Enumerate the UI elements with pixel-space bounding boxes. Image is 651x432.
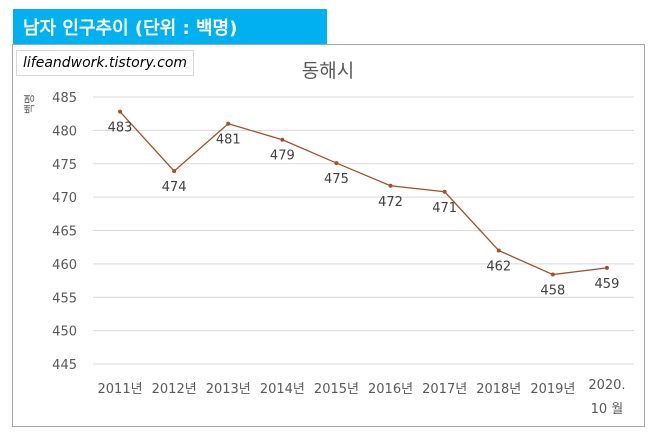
data-label: 479 bbox=[270, 149, 295, 164]
x-axis-ticks: 2011년 2012년 2013년 2014년 2015년 2016년 2017년 2018년… bbox=[98, 378, 626, 417]
x-tick-label: 2018년 bbox=[476, 382, 521, 397]
y-tick-label: 450 bbox=[52, 325, 77, 340]
data-point bbox=[118, 109, 123, 114]
y-tick-label: 445 bbox=[52, 358, 77, 373]
data-point bbox=[280, 137, 285, 142]
x-tick-label: 2016년 bbox=[368, 382, 413, 397]
x-tick-label: 2012년 bbox=[152, 382, 197, 397]
watermark-text: lifeandwork.tistory.com bbox=[23, 55, 188, 71]
series-polyline bbox=[119, 111, 608, 276]
data-point bbox=[496, 248, 501, 253]
data-label: 475 bbox=[324, 172, 349, 187]
data-point bbox=[226, 121, 231, 126]
data-label: 474 bbox=[162, 180, 187, 195]
data-label: 481 bbox=[216, 133, 241, 148]
y-tick-label: 475 bbox=[52, 158, 77, 173]
x-tick-label: 2017년 bbox=[422, 382, 467, 397]
x-tick-label: 2019년 bbox=[530, 382, 575, 397]
data-point bbox=[388, 183, 393, 188]
y-tick-label: 480 bbox=[52, 124, 77, 139]
y-tick-label: 485 bbox=[52, 91, 77, 106]
data-label: 472 bbox=[378, 195, 403, 210]
chart-frame bbox=[12, 44, 645, 427]
data-point bbox=[334, 161, 339, 166]
data-point bbox=[604, 265, 609, 270]
data-points bbox=[118, 109, 609, 277]
data-point bbox=[172, 169, 177, 174]
x-tick-label: 2020. 10 월 bbox=[588, 378, 625, 417]
y-tick-label: 460 bbox=[52, 258, 77, 273]
data-label: 471 bbox=[432, 201, 457, 216]
y-tick-label: 455 bbox=[52, 291, 77, 306]
data-labels: 483 474 481 479 475 472 471 462 458 459 bbox=[108, 121, 620, 299]
watermark: lifeandwork.tistory.com bbox=[16, 50, 195, 76]
chart-title: 동해시 bbox=[302, 60, 354, 82]
series-line bbox=[119, 111, 608, 276]
x-tick-label: 2014년 bbox=[260, 382, 305, 397]
y-axis-label: 백명 bbox=[23, 94, 36, 114]
data-label: 458 bbox=[540, 284, 565, 299]
data-label: 459 bbox=[595, 277, 620, 292]
data-point bbox=[442, 189, 447, 194]
header-title: 남자 인구추이 (단위 : 백명) bbox=[23, 18, 238, 39]
data-label: 483 bbox=[108, 121, 133, 136]
y-tick-label: 470 bbox=[52, 191, 77, 206]
x-tick-label: 2013년 bbox=[206, 382, 251, 397]
x-tick-label: 2011년 bbox=[98, 382, 143, 397]
y-tick-label: 465 bbox=[52, 225, 77, 240]
data-label: 462 bbox=[486, 260, 511, 275]
data-point bbox=[550, 272, 555, 277]
page-header: 남자 인구추이 (단위 : 백명) bbox=[13, 9, 327, 45]
y-axis-ticks: 445 450 455 460 465 470 475 480 485 bbox=[52, 91, 77, 373]
x-tick-label: 2015년 bbox=[314, 382, 359, 397]
grid-lines bbox=[93, 96, 634, 365]
